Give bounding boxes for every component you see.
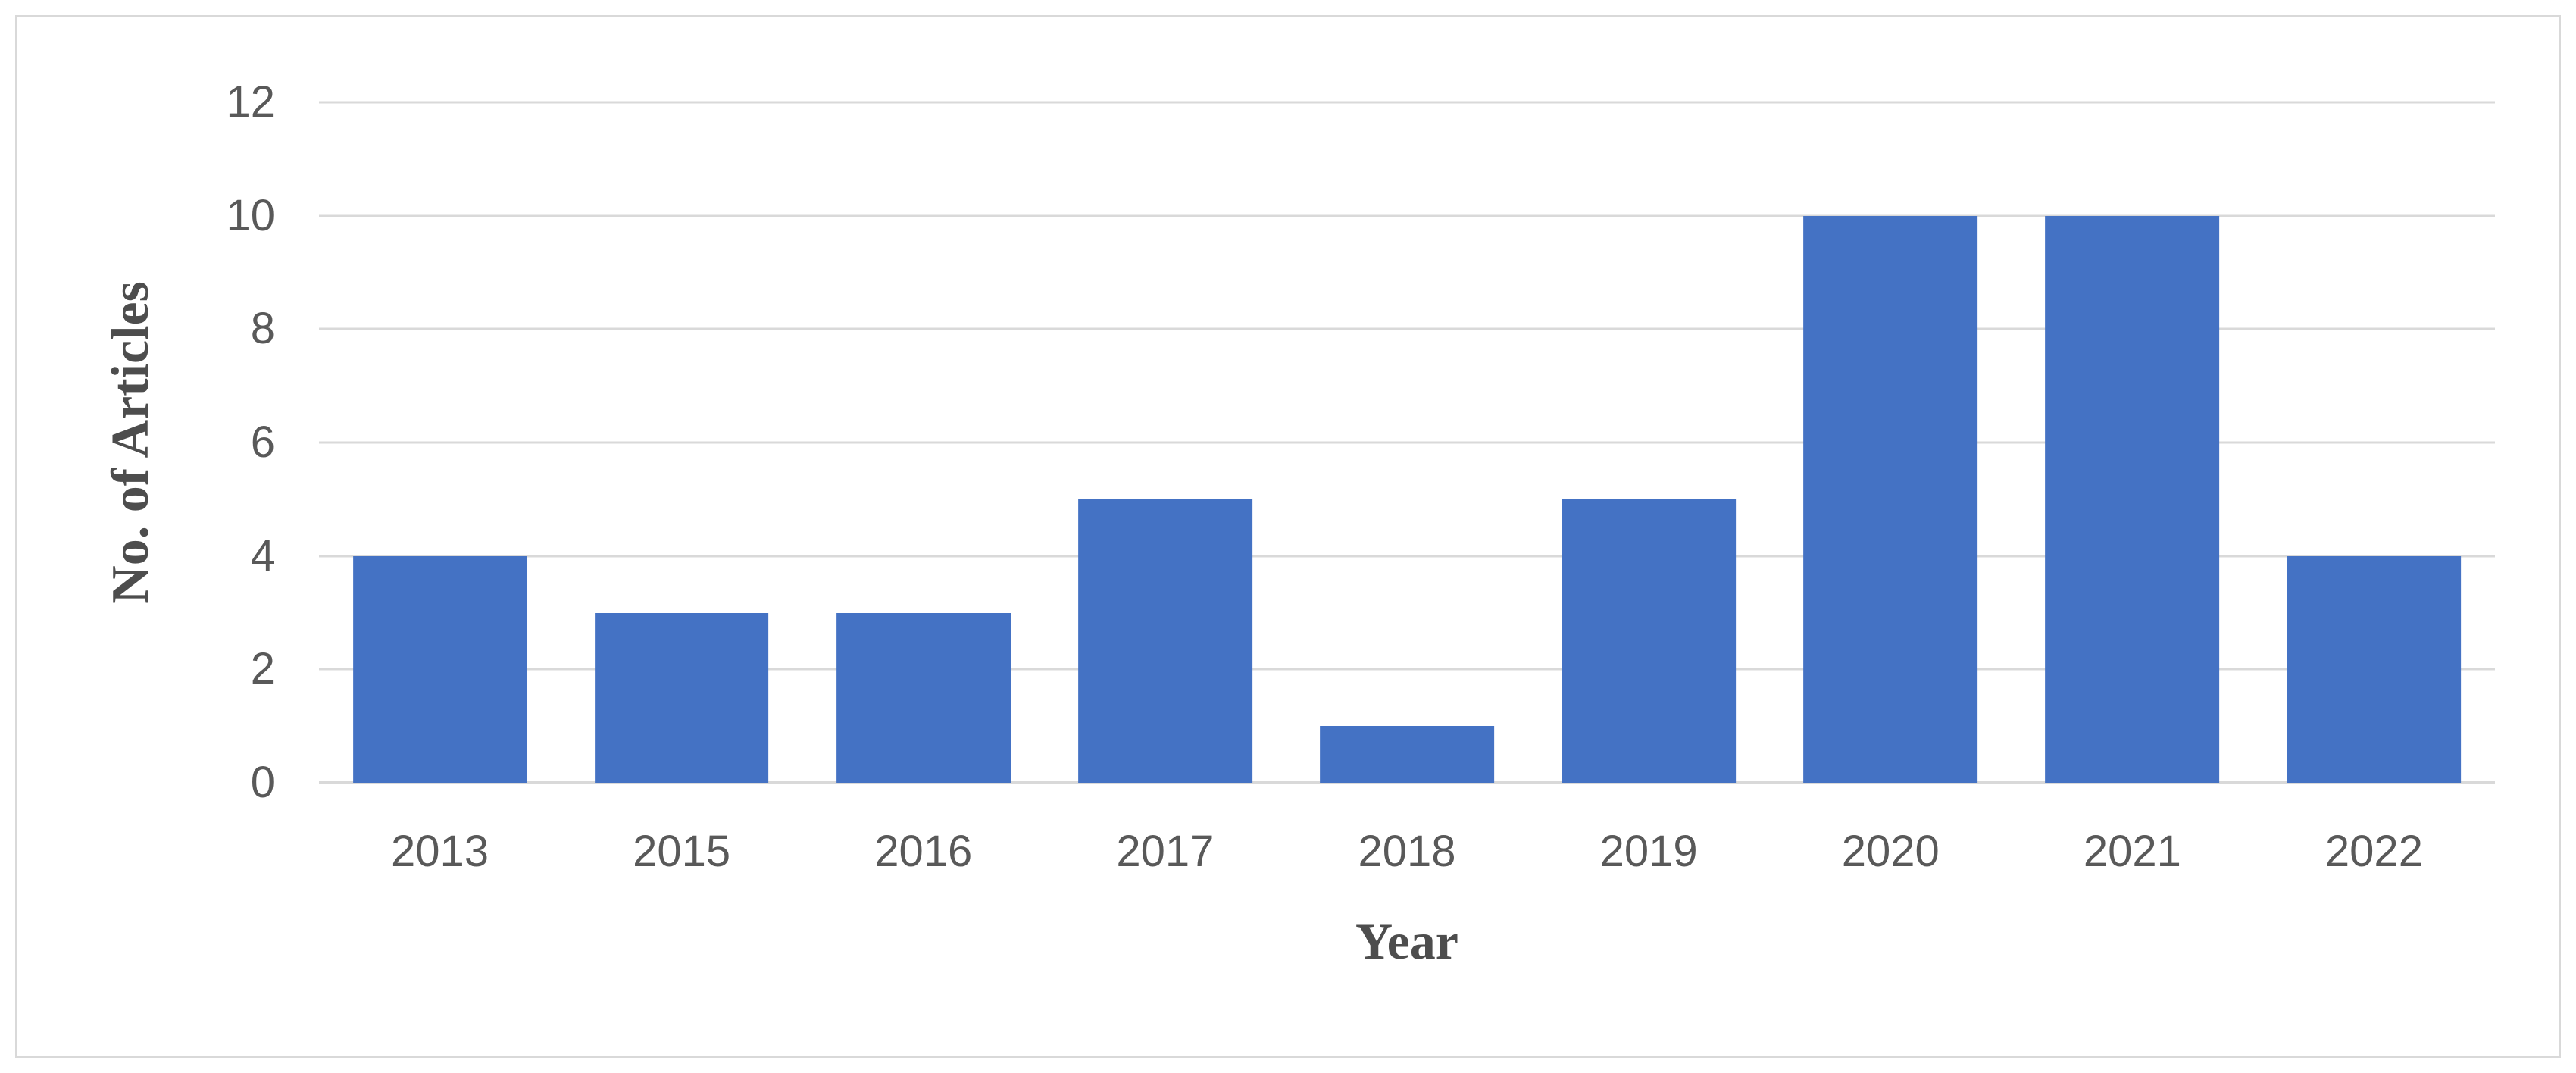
gridline-y-0 <box>319 781 2495 784</box>
gridline-y-6 <box>319 441 2495 444</box>
bar-2021 <box>2045 215 2220 783</box>
y-tick-label-0: 0 <box>250 758 275 807</box>
x-tick-label-2015: 2015 <box>633 827 731 876</box>
bar-2016 <box>836 612 1011 783</box>
bar-2019 <box>1562 499 1736 783</box>
x-axis-title: Year <box>1355 912 1458 970</box>
gridline-y-8 <box>319 327 2495 330</box>
plot-area <box>319 101 2495 784</box>
bar-2015 <box>594 612 769 783</box>
chart-frame: No. of Articles 0 2 4 6 8 10 12 2013 2015 2016 20… <box>15 15 2561 1058</box>
y-tick-label-4: 4 <box>250 530 275 580</box>
x-tick-label-2018: 2018 <box>1358 827 1456 876</box>
y-tick-label-6: 6 <box>250 418 275 467</box>
gridline-y-10 <box>319 214 2495 217</box>
x-axis-tick-labels: 2013 2015 2016 2017 2018 2019 2020 2021 2022 <box>319 830 2495 898</box>
y-tick-label-2: 2 <box>250 644 275 694</box>
x-tick-label-2021: 2021 <box>2083 827 2181 876</box>
y-axis-tick-labels: 0 2 4 6 8 10 12 <box>93 80 275 805</box>
x-tick-label-2016: 2016 <box>874 827 973 876</box>
gridline-y-12 <box>319 101 2495 104</box>
x-tick-label-2022: 2022 <box>2324 827 2423 876</box>
bar-2013 <box>352 555 527 783</box>
gridline-y-4 <box>319 555 2495 558</box>
bar-2018 <box>1320 726 1494 783</box>
x-tick-label-2017: 2017 <box>1116 827 1215 876</box>
x-tick-label-2020: 2020 <box>1841 827 1940 876</box>
bar-2022 <box>2287 555 2462 783</box>
bar-2017 <box>1078 499 1252 783</box>
y-tick-label-10: 10 <box>226 190 275 240</box>
y-tick-label-8: 8 <box>250 304 275 354</box>
x-tick-label-2019: 2019 <box>1599 827 1698 876</box>
bar-2020 <box>1803 215 1978 783</box>
x-tick-label-2013: 2013 <box>391 827 489 876</box>
y-tick-label-12: 12 <box>226 77 275 127</box>
gridline-y-2 <box>319 668 2495 671</box>
